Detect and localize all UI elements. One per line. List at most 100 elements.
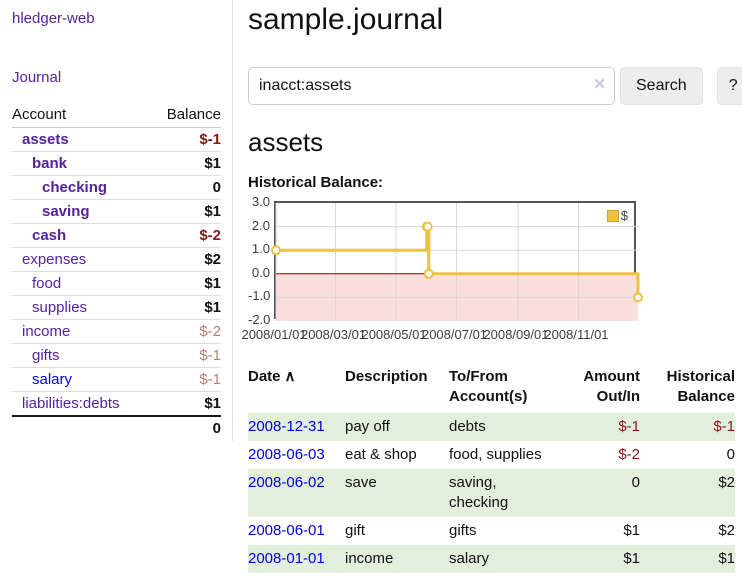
transaction-description: save	[345, 474, 377, 491]
account-row: liabilities:debts $1	[12, 391, 221, 416]
account-balance: $1	[150, 199, 221, 224]
account-link-bank[interactable]: bank	[32, 155, 68, 172]
search-input-wrap: ✕	[248, 67, 615, 105]
nav-journal-link[interactable]: Journal	[12, 69, 62, 86]
chart-plot-area[interactable]: $	[271, 201, 643, 321]
transaction-description: income	[345, 550, 394, 567]
account-row: checking 0	[12, 175, 221, 200]
transaction-balance: $2	[718, 522, 735, 539]
transaction-accounts: gifts	[449, 522, 477, 539]
transaction-balance: 0	[726, 446, 735, 463]
chart-svg	[271, 203, 643, 321]
account-balance: $-2	[150, 223, 221, 248]
data-point-marker[interactable]	[422, 221, 433, 232]
transaction-description: gift	[345, 522, 366, 539]
account-link-food[interactable]: food	[32, 275, 62, 292]
search-button[interactable]: Search	[620, 67, 703, 105]
transaction-description: eat & shop	[345, 446, 417, 463]
transaction-description: pay off	[345, 418, 390, 435]
account-link-assets[interactable]: assets	[22, 131, 69, 148]
x-axis-tick-label: 2008/11/01	[544, 327, 609, 342]
account-link-cash[interactable]: cash	[32, 227, 67, 244]
accounts-header-balance: Balance	[150, 102, 221, 128]
search-input[interactable]	[248, 67, 615, 105]
account-link-gifts[interactable]: gifts	[32, 347, 60, 364]
y-axis-tick-label: 1.0	[251, 241, 270, 257]
account-row: bank $1	[12, 151, 221, 176]
y-axis-tick-label: 3.0	[251, 194, 270, 209]
main-content: sample.journal ✕ Search ? assets Histori…	[233, 0, 742, 573]
account-link-expenses[interactable]: expenses	[22, 251, 87, 268]
legend-swatch-icon	[606, 209, 619, 222]
transaction-balance: $2	[718, 474, 735, 491]
register-header-accounts: To/From Account(s)	[449, 368, 528, 405]
register-row: 2008-12-31 pay off debts $-1 $-1	[248, 413, 735, 441]
clear-search-icon[interactable]: ✕	[593, 76, 606, 93]
transaction-amount: $-2	[618, 446, 640, 463]
register-header-date[interactable]: Date ∧	[248, 368, 296, 385]
data-point-marker[interactable]	[271, 245, 281, 256]
account-link-checking[interactable]: checking	[42, 179, 108, 196]
account-balance: 0	[150, 175, 221, 200]
account-balance: $1	[150, 391, 221, 416]
accounts-header-row: Account Balance	[12, 102, 221, 128]
transaction-amount: $1	[623, 522, 640, 539]
account-row: saving $1	[12, 199, 221, 224]
help-button[interactable]: ?	[716, 67, 742, 105]
account-row: gifts $-1	[12, 343, 221, 368]
transaction-amount: $1	[623, 550, 640, 567]
account-row: supplies $1	[12, 295, 221, 320]
register-header-row: Date ∧ Description To/From Account(s) Amo…	[248, 365, 735, 413]
account-link-saving[interactable]: saving	[42, 203, 90, 220]
account-link-supplies[interactable]: supplies	[32, 299, 88, 316]
data-point-marker[interactable]	[423, 268, 434, 279]
account-link-liabilities-debts[interactable]: liabilities:debts	[22, 395, 120, 412]
x-axis-tick-label: 2008/01/01	[241, 327, 307, 342]
transaction-date-link[interactable]: 2008-01-01	[248, 550, 325, 567]
register-header-amount: Amount Out/In	[583, 368, 640, 405]
x-axis-tick-label: 2008/03/01	[300, 327, 367, 342]
y-axis-tick-label: -2.0	[248, 312, 271, 327]
account-row: salary $-1	[12, 367, 221, 392]
brand-link[interactable]: hledger-web	[12, 10, 95, 27]
transaction-accounts: salary	[449, 550, 490, 567]
accounts-header-account: Account	[12, 102, 151, 128]
account-link-salary[interactable]: salary	[32, 371, 73, 388]
x-axis-tick-label: 2008/05/01	[361, 327, 427, 342]
account-title: assets	[248, 127, 324, 157]
account-balance: $2	[150, 247, 221, 272]
register-header-balance: Historical Balance	[666, 368, 735, 405]
register-table: Date ∧ Description To/From Account(s) Amo…	[248, 365, 735, 573]
transaction-date-link[interactable]: 2008-06-02	[248, 474, 325, 491]
register-header-description: Description	[345, 368, 428, 385]
transaction-date-link[interactable]: 2008-12-31	[248, 418, 325, 435]
y-axis-tick-label: 2.0	[251, 217, 270, 233]
account-row: income $-2	[12, 319, 221, 344]
page-title: sample.journal	[248, 3, 444, 36]
transaction-accounts: saving, checking	[449, 474, 509, 511]
search-form: ✕ Search ?	[248, 67, 742, 105]
transaction-date-link[interactable]: 2008-06-01	[248, 522, 325, 539]
account-link-income[interactable]: income	[22, 323, 71, 340]
account-balance: $-1	[150, 343, 221, 368]
register-row: 2008-01-01 income salary $1 $1	[248, 545, 735, 573]
transaction-amount: $-1	[618, 418, 640, 435]
transaction-date-link[interactable]: 2008-06-03	[248, 446, 325, 463]
register-row: 2008-06-02 save saving, checking 0 $2	[248, 469, 735, 517]
accounts-total-row: 0	[12, 415, 221, 440]
x-axis-tick-label: 2008/09/01	[483, 327, 549, 342]
account-row: food $1	[12, 271, 221, 296]
y-axis-tick-label: 0.0	[251, 264, 270, 280]
account-balance: $-1	[150, 127, 221, 152]
chart-label: Historical Balance:	[248, 174, 384, 191]
historical-balance-chart[interactable]: 3.0 2.0 1.0 0.0 -1.0 -2.0 $ 2008/01/01 2008/03…	[241, 194, 643, 349]
account-row: assets $-1	[12, 127, 221, 152]
register-row: 2008-06-01 gift gifts $1 $2	[248, 517, 735, 545]
account-balance: $-1	[150, 367, 221, 392]
x-axis-tick-label: 2008/07/01	[421, 327, 488, 342]
transaction-accounts: food, supplies	[449, 446, 542, 463]
transaction-amount: 0	[631, 474, 640, 491]
account-balance: $1	[150, 271, 221, 296]
data-point-marker[interactable]	[633, 292, 643, 303]
